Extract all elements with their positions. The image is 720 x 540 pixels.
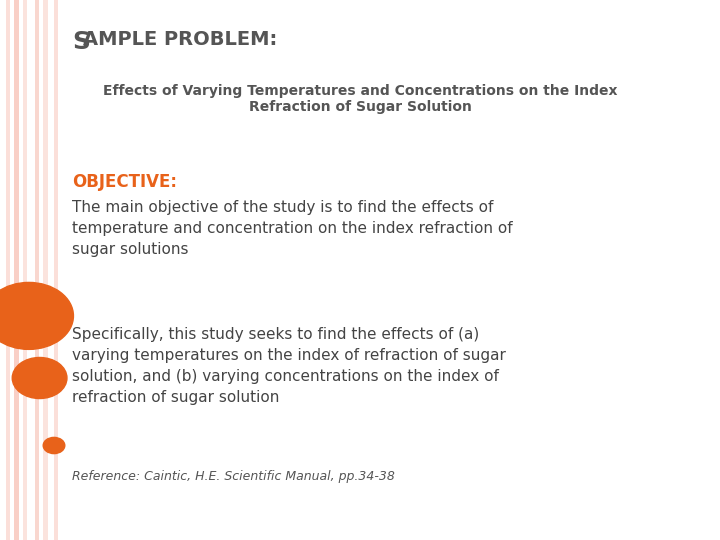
Bar: [54, 0, 58, 540]
Text: Specifically, this study seeks to find the effects of (a)
varying temperatures o: Specifically, this study seeks to find t…: [72, 327, 506, 404]
Bar: [23, 0, 27, 540]
Circle shape: [12, 357, 67, 399]
Bar: [6, 0, 10, 540]
Circle shape: [43, 437, 65, 454]
Text: The main objective of the study is to find the effects of
temperature and concen: The main objective of the study is to fi…: [72, 200, 513, 257]
Text: AMPLE PROBLEM:: AMPLE PROBLEM:: [83, 30, 277, 49]
Bar: [14, 0, 19, 540]
Circle shape: [0, 282, 73, 349]
Bar: [35, 0, 39, 540]
Bar: [43, 0, 48, 540]
Text: Reference: Caintic, H.E. Scientific Manual, pp.34-38: Reference: Caintic, H.E. Scientific Manu…: [72, 470, 395, 483]
Text: OBJECTIVE:: OBJECTIVE:: [72, 173, 177, 191]
Text: Effects of Varying Temperatures and Concentrations on the Index
Refraction of Su: Effects of Varying Temperatures and Conc…: [103, 84, 617, 114]
Text: S: S: [72, 30, 90, 53]
